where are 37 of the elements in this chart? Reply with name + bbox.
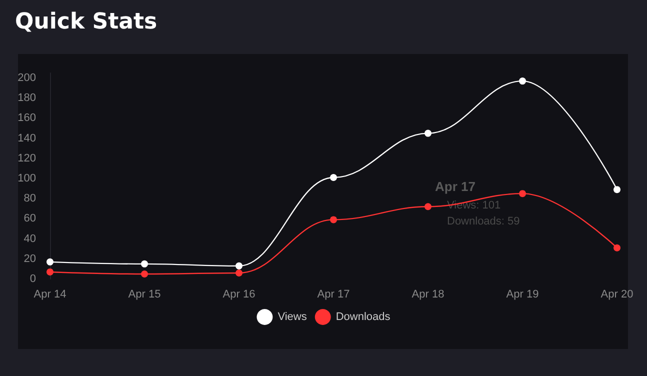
y-tick-label: 140 xyxy=(18,132,36,144)
x-tick-label: Apr 17 xyxy=(317,288,350,300)
y-tick-label: 160 xyxy=(18,112,36,124)
y-tick-label: 80 xyxy=(24,192,36,205)
y-tick-label: 100 xyxy=(18,172,36,185)
x-tick-label: Apr 18 xyxy=(412,288,444,300)
point xyxy=(330,216,337,224)
legend-label: Views xyxy=(278,311,308,323)
point xyxy=(46,268,54,276)
point xyxy=(46,258,54,266)
x-tick-label: Apr 19 xyxy=(506,288,539,300)
y-tick-label: 120 xyxy=(18,152,36,164)
point xyxy=(141,270,148,278)
point xyxy=(614,186,620,194)
point xyxy=(424,203,432,210)
point xyxy=(614,244,620,252)
y-tick-label: 180 xyxy=(18,92,36,104)
point xyxy=(236,262,242,270)
y-tick-label: 200 xyxy=(18,72,36,84)
point xyxy=(424,130,432,137)
y-tick-label: 20 xyxy=(24,252,36,265)
legend-label: Downloads xyxy=(336,311,391,323)
point xyxy=(236,269,242,276)
y-tick-label: 0 xyxy=(30,273,36,285)
point xyxy=(330,174,337,182)
annotation: Apr 17 xyxy=(435,179,476,194)
y-tick-label: 40 xyxy=(24,232,36,245)
x-tick-label: Apr 14 xyxy=(34,288,66,300)
x-tick-label: Apr 20 xyxy=(600,288,634,300)
x-tick-label: Apr 15 xyxy=(128,288,161,300)
point xyxy=(141,260,148,268)
point xyxy=(519,78,526,85)
x-tick-label: Apr 16 xyxy=(222,288,256,300)
chart-title: Quick Stats xyxy=(15,10,158,34)
annotation: Downloads: 59 xyxy=(447,216,520,228)
y-tick-label: 60 xyxy=(24,212,36,225)
point xyxy=(519,190,526,198)
